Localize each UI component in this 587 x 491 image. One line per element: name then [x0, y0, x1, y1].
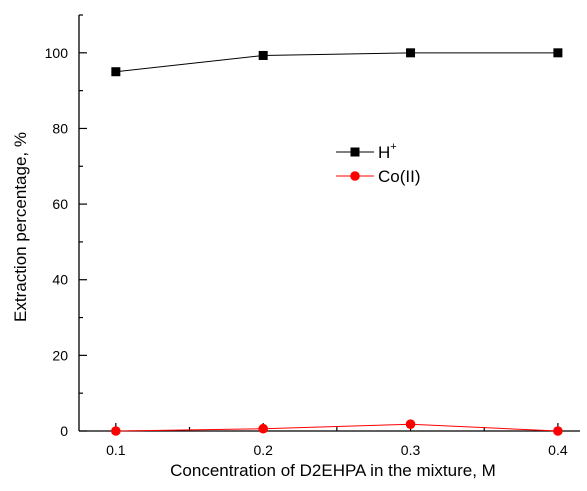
data-point: [258, 423, 268, 434]
legend-marker: [350, 147, 360, 157]
legend-entry: H+: [336, 141, 397, 162]
data-point: [405, 419, 416, 429]
y-axis-ticks: 0 20 40 60 80 100: [45, 14, 87, 439]
plot-frame: [78, 15, 580, 432]
y-axis-label: Extraction percentage, %: [11, 132, 30, 322]
x-tick-label: 0.1: [106, 442, 126, 458]
y-tick-label: 80: [52, 120, 68, 136]
y-tick-label: 60: [52, 196, 68, 212]
legend-label-superscript: +: [390, 141, 396, 153]
y-tick-label: 100: [45, 45, 69, 61]
legend-entry: Co(II): [336, 167, 421, 186]
series-line: [115, 52, 558, 73]
x-axis-label: Concentration of D2EHPA in the mixture, …: [170, 461, 496, 480]
legend-marker: [350, 171, 360, 181]
x-tick-label: 0.3: [401, 442, 421, 458]
legend-label: H+: [378, 141, 397, 162]
series-1: [111, 48, 563, 77]
data-point: [258, 50, 268, 60]
series-2: [111, 419, 563, 436]
x-tick-label: 0.2: [253, 442, 273, 458]
series-layer: [111, 48, 563, 436]
y-tick-label: 40: [52, 272, 68, 288]
data-point: [111, 67, 121, 77]
data-point: [406, 48, 416, 58]
legend: H+ Co(II): [336, 141, 421, 186]
series-line: [115, 423, 558, 432]
legend-label: Co(II): [378, 167, 421, 186]
data-point: [111, 426, 121, 436]
y-tick-label: 0: [60, 423, 68, 439]
x-tick-label: 0.4: [548, 442, 568, 458]
data-point: [553, 426, 563, 436]
y-tick-label: 20: [52, 347, 68, 363]
data-point: [553, 48, 563, 58]
